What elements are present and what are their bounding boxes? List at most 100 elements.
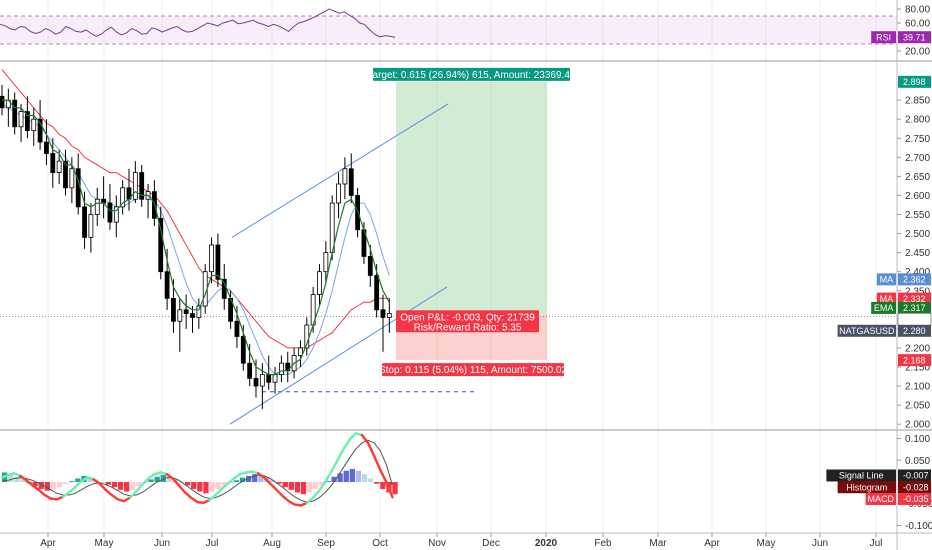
macd-line-segment (385, 480, 394, 499)
macd-histogram-bar (75, 478, 81, 482)
candle (158, 206, 164, 280)
candle-body-down (234, 320, 240, 337)
x-tick-label: Apr (40, 538, 56, 549)
macd-histogram-bar (361, 474, 368, 482)
candle (336, 172, 341, 219)
chart_data.2.y_ticks-tick-label: -0.100 (905, 521, 932, 532)
macd-histogram-bar (124, 482, 130, 492)
pnl-box[interactable]: Open P&L: -0.003, Qty: 21739 Risk/Reward… (396, 310, 539, 333)
candle-body-up (317, 271, 322, 295)
chart_data.1.y_ticks-tick-label: 2.700 (905, 153, 930, 164)
candle (31, 107, 37, 146)
x-tick-label: Jun (154, 538, 170, 549)
scale-label-value-bg (898, 301, 931, 314)
channel-upper-line[interactable] (231, 103, 449, 238)
macd-histogram-bar (355, 470, 362, 482)
chart_data.1.y_ticks-tick-label: 2.850 (905, 96, 930, 107)
macd-histogram-bar (343, 470, 349, 482)
macd-panel[interactable] (0, 432, 398, 507)
macd-histogram-bar (313, 482, 319, 489)
macd-histogram-bar (300, 482, 307, 495)
candle (298, 340, 303, 367)
macd-line-segment (67, 486, 77, 494)
macd-histogram-bar (349, 468, 355, 482)
chart_data.0.y_ticks-tick-label: 20.00 (905, 47, 930, 58)
macd-histogram-bar (233, 480, 240, 482)
scale-label-name: EMA (874, 303, 894, 313)
macd-line-segment (348, 432, 357, 441)
price-panel[interactable]: Target: 0.615 (26.94%) 615, Amount: 2336… (0, 67, 897, 425)
candle-body-down (75, 168, 81, 208)
candle (120, 180, 126, 215)
candle-body-down (0, 95, 5, 109)
candle-body-down (24, 111, 30, 132)
macd-histogram-bar (331, 476, 337, 482)
rsi-panel[interactable] (0, 8, 897, 45)
macd-line-segment (305, 496, 315, 505)
rsi-label-name-bg (871, 31, 896, 44)
macd-histogram-bar (160, 475, 166, 482)
macd-line-segment (281, 494, 290, 503)
macd-histogram-bar (294, 482, 301, 493)
candle-body-down (82, 206, 87, 238)
macd-line-segment (275, 488, 284, 498)
candle-body-down (50, 153, 56, 173)
macd-line-segment (92, 478, 101, 485)
macd-histogram-bar (56, 482, 63, 488)
target-zone[interactable] (396, 81, 547, 317)
macd-line-segment (189, 496, 199, 504)
macd-histogram-bar (191, 482, 197, 489)
scale-label-value-bg (898, 292, 931, 305)
pnl-box-bg (396, 310, 539, 333)
x-tick-label: Dec (482, 538, 500, 549)
x-tick-label: Jul (206, 538, 219, 549)
candle (348, 153, 354, 204)
macd-histogram-bar (148, 479, 154, 482)
scale-label-value: 2.280 (903, 326, 926, 336)
chart_data.1.y_ticks-tick-label: 2.750 (905, 134, 930, 145)
macd-histogram-bar (282, 482, 288, 488)
macd-line-segment (98, 482, 107, 492)
stop-box[interactable]: Stop: 0.115 (5.04%) 115, Amount: 7500.02 (379, 363, 568, 377)
candle-body-down (63, 160, 68, 189)
scale-label-name: Histogram (846, 482, 887, 492)
chart_data.0.y_ticks-tick-label: 60.00 (905, 19, 930, 30)
candle (367, 245, 373, 287)
macd-histogram-bar (32, 482, 38, 487)
chart_data.1.y_ticks-tick-label: 2.100 (905, 382, 930, 393)
candle (113, 195, 119, 238)
ema-line (2, 99, 390, 376)
macd-histogram-bar (44, 482, 50, 491)
channel-lower-line[interactable] (229, 286, 448, 425)
x-axis-ticks: Apr May Jun Jul Aug Sep Oct Nov Dec 2020 Feb Mar Apr… (40, 533, 882, 549)
candle-body-up (259, 374, 265, 387)
macd-histogram-bar (8, 474, 14, 482)
chart_data.2.y_ticks-tick-label: 0.050 (905, 456, 930, 467)
macd-histogram-bar (258, 475, 264, 482)
scale-label-value: 2.168 (903, 355, 926, 365)
candle-body-up (386, 313, 392, 318)
scale-label-value: 2.332 (903, 294, 926, 304)
candle-body-down (247, 362, 253, 379)
candle-body-down (183, 309, 189, 315)
macd-line-segment (372, 454, 382, 472)
macd-line-segment (366, 441, 376, 458)
macd-histogram-bar (392, 482, 398, 495)
chart_data.1.y_ticks-tick-label: 2.350 (905, 286, 930, 297)
macd-histogram-bar (270, 480, 276, 482)
macd-histogram-bar (99, 482, 105, 483)
macd-line-segment (330, 459, 339, 473)
x-tick-label: Feb (594, 538, 612, 549)
candle-body-up (31, 118, 37, 132)
target-box[interactable]: Target: 0.615 (26.94%) 615, Amount: 2336… (368, 67, 576, 81)
scale-label-name: MACD (868, 494, 895, 504)
rsi-label-value-bg (898, 31, 931, 44)
macd-line-segment (336, 447, 345, 462)
scale-label-value-bg (898, 324, 931, 337)
candle-body-down (240, 336, 246, 364)
candle-body-up (56, 160, 62, 173)
scale-label-name-bg (826, 469, 896, 482)
chart_data.1.y_ticks-tick-label: 2.800 (905, 115, 930, 126)
candle-body-up (323, 252, 329, 273)
